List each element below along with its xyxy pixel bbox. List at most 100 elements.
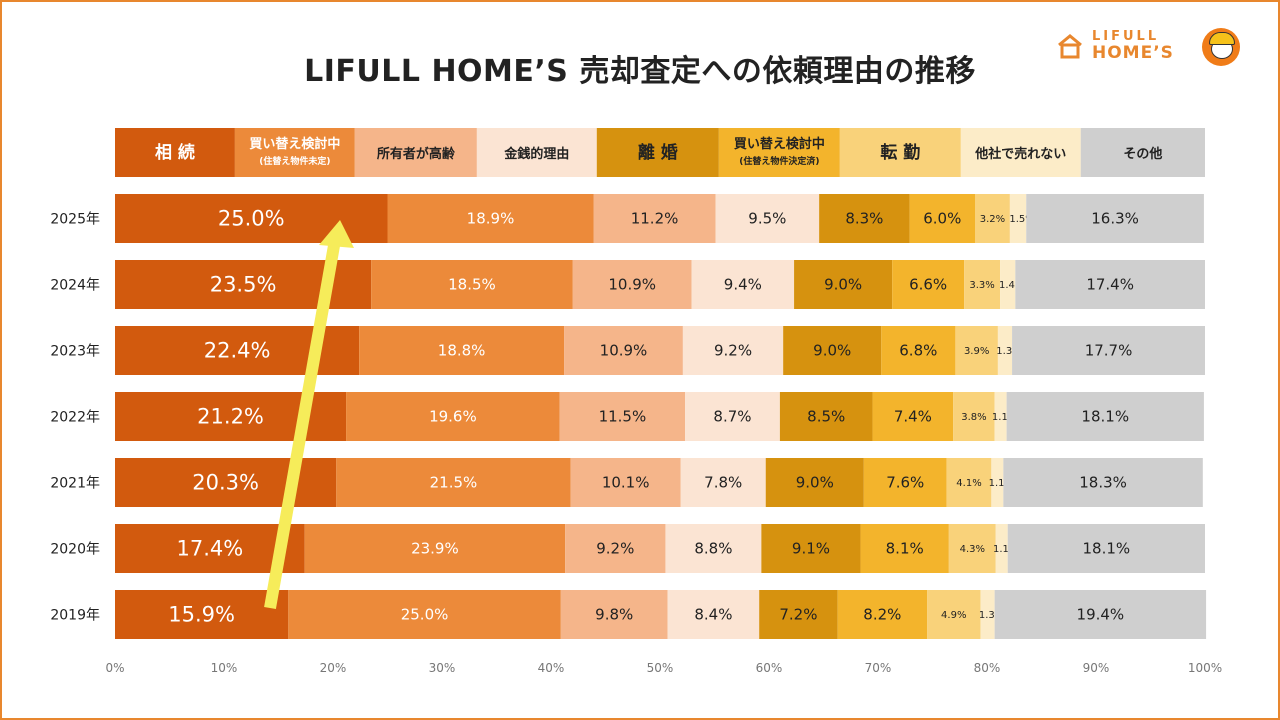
data-label: 19.6% [429,408,477,426]
data-label: 18.9% [467,210,515,228]
data-label: 23.9% [411,540,459,558]
data-label: 10.1% [602,474,650,492]
bar-segment [1026,194,1204,243]
row-label: 2019年 [50,608,100,624]
data-label: 17.4% [176,537,243,561]
data-label: 4.1% [956,478,981,489]
legend-label: 所有者が高齢 [377,146,456,162]
data-label: 1.3% [979,610,1004,621]
data-label: 3.9% [964,346,989,357]
bar-segment [980,590,995,639]
chart-title: LIFULL HOME’S 売却査定への依頼理由の推移 [304,54,976,89]
bar-segment [572,260,692,309]
bar-segment [794,260,893,309]
mascot-icon [1202,28,1240,66]
data-label: 6.6% [909,276,947,294]
legend-swatch [354,128,477,177]
brand-logo: LIFULL HOME’S [1056,24,1242,70]
bar-segment [1003,458,1203,507]
bar-segment [783,326,882,375]
legend-swatch [718,128,840,177]
data-label: 8.8% [694,540,732,558]
bar-segment [837,590,928,639]
bar-segment [948,524,996,573]
data-label: 18.1% [1081,408,1129,426]
data-label: 1.1% [993,544,1018,555]
bar-segment [1009,194,1027,243]
legend-label: 他社で売れない [974,146,1066,162]
legend-label: 買い替え検討中 [734,136,825,152]
data-label: 18.8% [438,342,486,360]
bar-segment [680,458,766,507]
bar-segment [1006,392,1204,441]
bar-segment [359,326,565,375]
data-label: 10.9% [608,276,656,294]
data-label: 9.8% [595,606,633,624]
data-label: 10.9% [600,342,648,360]
bar-segment [997,326,1013,375]
data-label: 18.5% [448,276,496,294]
x-tick-label: 90% [1083,661,1110,675]
data-label: 17.7% [1085,342,1133,360]
bar-segment [761,524,861,573]
legend-label: 離 婚 [638,142,678,163]
row-label: 2020年 [50,542,100,558]
row-label: 2022年 [50,410,100,426]
data-label: 22.4% [204,339,271,363]
data-label: 7.6% [886,474,924,492]
data-label: 25.0% [218,207,285,231]
data-label: 18.3% [1079,474,1127,492]
data-label: 9.2% [714,342,752,360]
data-label: 7.2% [779,606,817,624]
bar-segment [964,260,1001,309]
bar-segment [953,392,995,441]
data-label: 17.4% [1086,276,1134,294]
data-label: 3.2% [980,214,1005,225]
bar-segment [565,524,666,573]
bar-segment [715,194,820,243]
legend-swatch [1080,128,1205,177]
bar-segment [336,458,571,507]
logo-line2: HOME’S [1092,43,1174,63]
bar-segment [1012,326,1205,375]
bar-segment [1015,260,1205,309]
data-label: 8.5% [807,408,845,426]
bar-segment [759,590,838,639]
bar-segment [691,260,795,309]
bar-segment [560,590,668,639]
legend-swatch [596,128,719,177]
data-label: 19.4% [1077,606,1125,624]
data-label: 15.9% [168,603,235,627]
data-label: 9.0% [824,276,862,294]
data-label: 9.5% [748,210,786,228]
data-label: 18.1% [1083,540,1131,558]
bar-segment [955,326,998,375]
bar-segment [682,326,784,375]
data-label: 6.8% [899,342,937,360]
bar-segment [975,194,1010,243]
bar-segment [288,590,561,639]
trend-arrow-shaft [264,238,341,610]
bar-segment [1000,260,1016,309]
x-tick-label: 50% [647,661,674,675]
bar-segment [559,392,686,441]
logo-wordmark: LIFULL HOME’S [1092,30,1174,62]
data-label: 23.5% [210,273,277,297]
data-label: 16.3% [1091,210,1139,228]
x-tick-label: 0% [105,661,124,675]
bar-segment [946,458,992,507]
bar-segment [892,260,965,309]
legend-sublabel: (住替え物件決定済) [739,155,819,167]
legend-swatch [234,128,355,177]
x-tick-label: 20% [320,661,347,675]
row-label: 2021年 [50,476,100,492]
data-label: 21.2% [197,405,264,429]
legend-label: その他 [1123,146,1162,162]
bar-segment [387,194,594,243]
data-label: 8.1% [886,540,924,558]
data-label: 21.5% [430,474,478,492]
data-label: 11.5% [599,408,647,426]
legend-swatch [960,128,1081,177]
data-label: 3.3% [969,280,994,291]
bar-segment [304,524,566,573]
